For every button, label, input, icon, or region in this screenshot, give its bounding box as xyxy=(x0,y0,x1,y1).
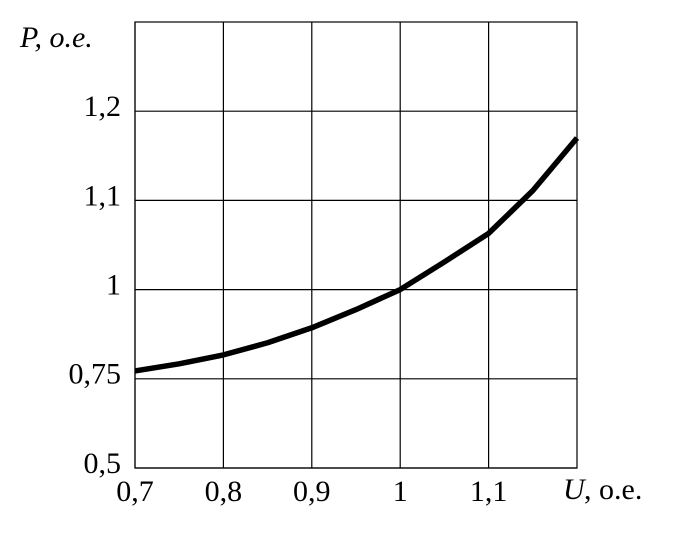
series-line xyxy=(134,136,580,374)
y-axis-label: P, o.e. xyxy=(19,21,93,54)
plot-frame xyxy=(134,21,578,469)
y-tick-label: 1,2 xyxy=(84,90,122,123)
y-tick-label: 1 xyxy=(106,268,121,301)
y-tick-label: 0,75 xyxy=(69,358,122,391)
x-tick-label: 0,7 xyxy=(116,475,154,508)
y-tick-label: 0,5 xyxy=(84,447,122,480)
x-tick-label: 0,9 xyxy=(293,475,331,508)
x-axis-label-unit: , o.e. xyxy=(584,473,642,506)
y-tick-label: 1,1 xyxy=(84,179,122,212)
x-axis-label-symbol: U xyxy=(563,473,587,506)
x-tick-label: 1 xyxy=(393,475,408,508)
x-tick-label: 0,8 xyxy=(205,475,243,508)
x-tick-label: 1,1 xyxy=(470,475,508,508)
